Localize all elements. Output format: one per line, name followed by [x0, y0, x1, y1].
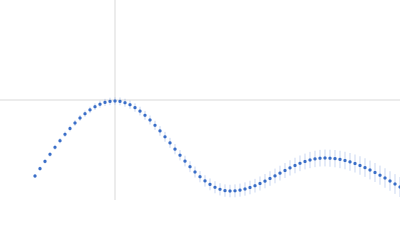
data-point	[58, 139, 62, 143]
data-point	[63, 132, 67, 136]
data-point	[268, 176, 272, 181]
data-point	[328, 156, 332, 160]
data-point	[153, 123, 157, 127]
data-point	[233, 189, 237, 193]
data-point	[133, 106, 137, 110]
data-point	[363, 166, 367, 170]
data-point	[333, 157, 337, 161]
data-point	[348, 160, 352, 164]
data-point	[323, 156, 327, 160]
data-point	[278, 171, 282, 175]
data-point	[208, 182, 212, 186]
data-point	[228, 189, 232, 193]
data-point	[298, 161, 302, 165]
data-point	[53, 145, 57, 149]
data-point	[318, 156, 322, 160]
data-point	[148, 118, 152, 122]
data-point	[68, 126, 72, 131]
data-point	[163, 135, 167, 139]
data-point	[203, 179, 207, 183]
data-point	[123, 101, 127, 105]
data-point	[198, 175, 202, 179]
data-point	[353, 161, 357, 166]
data-point	[373, 170, 377, 175]
data-point	[143, 113, 147, 117]
data-point	[263, 179, 267, 183]
data-point	[48, 152, 52, 156]
data-point	[128, 103, 132, 107]
data-point	[108, 99, 112, 103]
data-point	[393, 182, 397, 186]
data-point	[183, 159, 187, 163]
data-point	[113, 99, 117, 103]
data-point	[158, 129, 162, 133]
data-point	[238, 188, 242, 192]
data-point	[313, 157, 317, 161]
data-point	[178, 153, 182, 157]
data-point	[283, 168, 287, 173]
data-point	[173, 147, 177, 151]
data-point	[83, 112, 87, 116]
data-point	[243, 187, 247, 191]
data-point	[223, 189, 227, 193]
data-point	[103, 100, 107, 104]
data-point	[358, 163, 362, 168]
data-point	[258, 181, 262, 186]
data-point	[378, 173, 382, 177]
data-point	[33, 174, 37, 178]
data-point	[138, 109, 142, 113]
data-point	[383, 176, 387, 180]
data-point	[343, 158, 347, 163]
data-point	[168, 141, 172, 145]
data-point	[193, 170, 197, 174]
data-point	[368, 168, 372, 172]
data-point	[388, 179, 392, 183]
data-point	[78, 116, 82, 120]
data-point	[288, 166, 292, 170]
data-point	[303, 159, 307, 164]
data-point	[248, 185, 252, 190]
data-point	[118, 99, 122, 103]
data-point	[253, 184, 257, 188]
data-point	[213, 185, 217, 189]
data-point	[38, 167, 42, 171]
data-point	[308, 158, 312, 162]
data-point	[43, 159, 47, 163]
data-point	[88, 108, 92, 112]
data-point	[218, 187, 222, 191]
data-point	[273, 174, 277, 178]
chart	[0, 0, 400, 200]
data-point	[73, 121, 77, 125]
data-point	[338, 157, 342, 161]
data-point	[98, 102, 102, 106]
data-point	[188, 165, 192, 169]
data-point	[93, 105, 97, 109]
data-point	[293, 163, 297, 168]
